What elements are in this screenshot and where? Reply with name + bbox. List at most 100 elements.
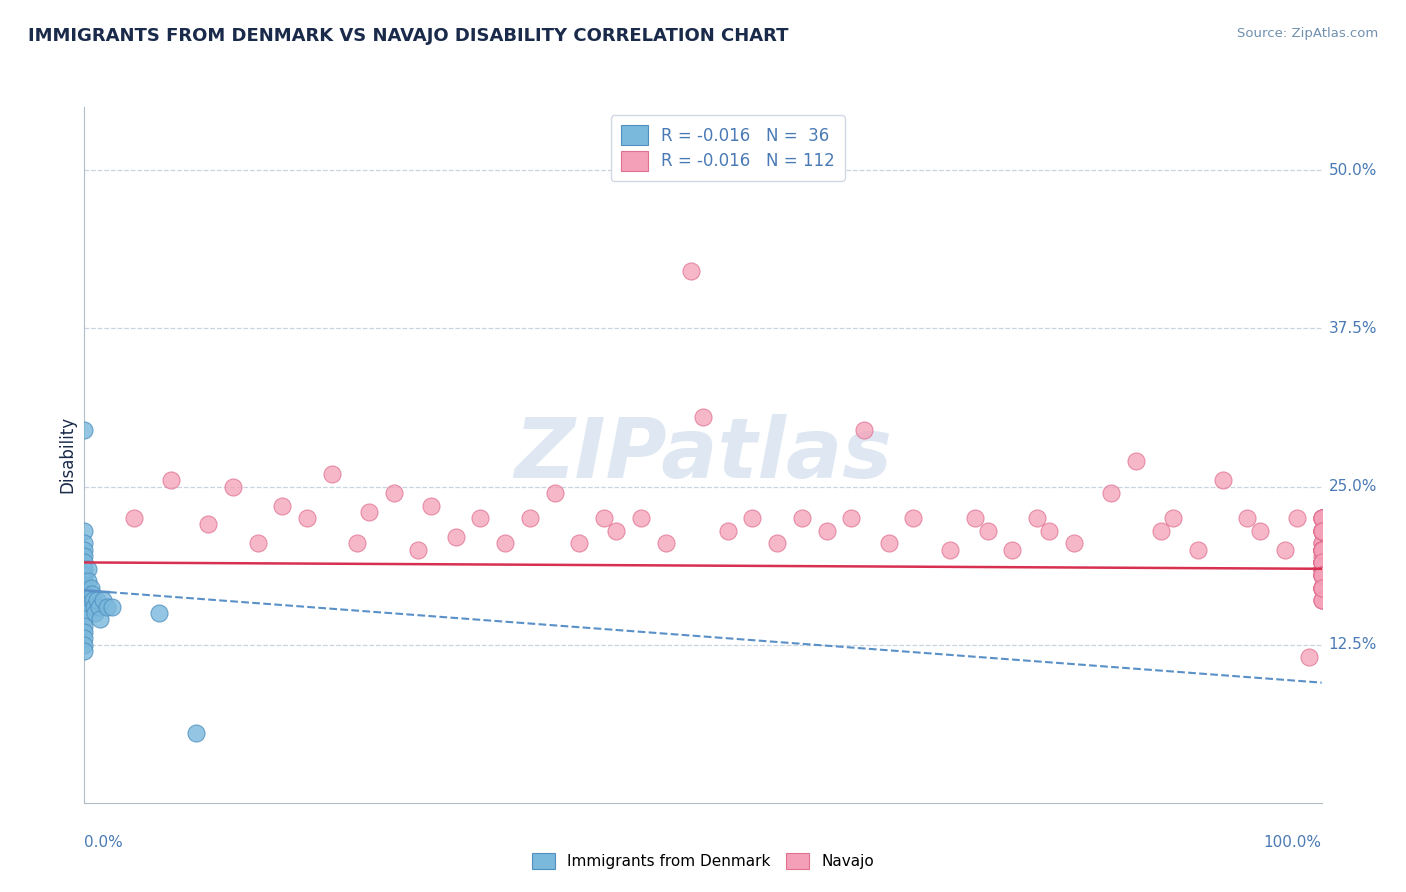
Text: 37.5%: 37.5%	[1329, 321, 1376, 336]
Point	[1310, 524, 1333, 538]
Point	[1310, 524, 1333, 538]
Point	[160, 473, 183, 487]
Point	[1161, 511, 1184, 525]
Point	[346, 536, 368, 550]
Point	[73, 618, 96, 632]
Point	[1310, 581, 1333, 595]
Point	[1310, 536, 1333, 550]
Point	[1038, 524, 1060, 538]
Text: ZIPatlas: ZIPatlas	[515, 415, 891, 495]
Point	[1310, 568, 1333, 582]
Point	[903, 511, 925, 525]
Point	[419, 499, 441, 513]
Point	[122, 511, 145, 525]
Point	[815, 524, 838, 538]
Point	[1310, 581, 1333, 595]
Point	[1310, 542, 1333, 557]
Text: Source: ZipAtlas.com: Source: ZipAtlas.com	[1237, 27, 1378, 40]
Point	[408, 542, 430, 557]
Text: 12.5%: 12.5%	[1329, 637, 1376, 652]
Point	[1026, 511, 1049, 525]
Point	[84, 606, 107, 620]
Point	[73, 562, 96, 576]
Point	[73, 606, 96, 620]
Point	[939, 542, 962, 557]
Point	[1212, 473, 1234, 487]
Point	[1310, 556, 1333, 570]
Point	[96, 599, 118, 614]
Point	[1310, 581, 1333, 595]
Point	[321, 467, 343, 481]
Point	[519, 511, 541, 525]
Point	[73, 524, 96, 538]
Point	[1310, 568, 1333, 582]
Point	[73, 587, 96, 601]
Point	[1001, 542, 1024, 557]
Point	[73, 599, 96, 614]
Point	[1310, 524, 1333, 538]
Point	[1310, 542, 1333, 557]
Point	[1274, 542, 1296, 557]
Point	[73, 581, 96, 595]
Point	[1310, 593, 1333, 607]
Point	[1310, 549, 1333, 563]
Point	[271, 499, 294, 513]
Point	[1310, 524, 1333, 538]
Point	[86, 593, 108, 607]
Text: 50.0%: 50.0%	[1329, 163, 1376, 178]
Point	[1310, 511, 1333, 525]
Point	[679, 264, 702, 278]
Point	[246, 536, 269, 550]
Point	[1310, 511, 1333, 525]
Point	[73, 625, 96, 640]
Point	[1310, 568, 1333, 582]
Point	[73, 549, 96, 563]
Point	[1310, 511, 1333, 525]
Point	[1310, 536, 1333, 550]
Point	[1310, 511, 1333, 525]
Point	[77, 562, 100, 576]
Point	[1310, 556, 1333, 570]
Legend: R = -0.016   N =  36, R = -0.016   N = 112: R = -0.016 N = 36, R = -0.016 N = 112	[610, 115, 845, 180]
Point	[1310, 556, 1333, 570]
Point	[197, 517, 219, 532]
Point	[73, 644, 96, 658]
Point	[1310, 542, 1333, 557]
Point	[77, 574, 100, 589]
Point	[1310, 556, 1333, 570]
Point	[73, 638, 96, 652]
Point	[877, 536, 900, 550]
Point	[100, 599, 122, 614]
Point	[1310, 568, 1333, 582]
Text: 25.0%: 25.0%	[1329, 479, 1376, 494]
Point	[741, 511, 763, 525]
Point	[1310, 542, 1333, 557]
Point	[1310, 562, 1333, 576]
Text: IMMIGRANTS FROM DENMARK VS NAVAJO DISABILITY CORRELATION CHART: IMMIGRANTS FROM DENMARK VS NAVAJO DISABI…	[28, 27, 789, 45]
Point	[605, 524, 627, 538]
Point	[1310, 556, 1333, 570]
Point	[1099, 486, 1122, 500]
Point	[444, 530, 467, 544]
Point	[1310, 556, 1333, 570]
Point	[1310, 581, 1333, 595]
Point	[83, 599, 105, 614]
Point	[1310, 542, 1333, 557]
Point	[1125, 454, 1147, 468]
Point	[73, 536, 96, 550]
Point	[1310, 593, 1333, 607]
Point	[82, 593, 104, 607]
Point	[1310, 511, 1333, 525]
Point	[1310, 581, 1333, 595]
Point	[89, 599, 111, 614]
Point	[1063, 536, 1085, 550]
Point	[73, 568, 96, 582]
Point	[1310, 542, 1333, 557]
Point	[1310, 562, 1333, 576]
Point	[357, 505, 380, 519]
Point	[1249, 524, 1271, 538]
Point	[73, 574, 96, 589]
Point	[655, 536, 678, 550]
Point	[568, 536, 591, 550]
Point	[1187, 542, 1209, 557]
